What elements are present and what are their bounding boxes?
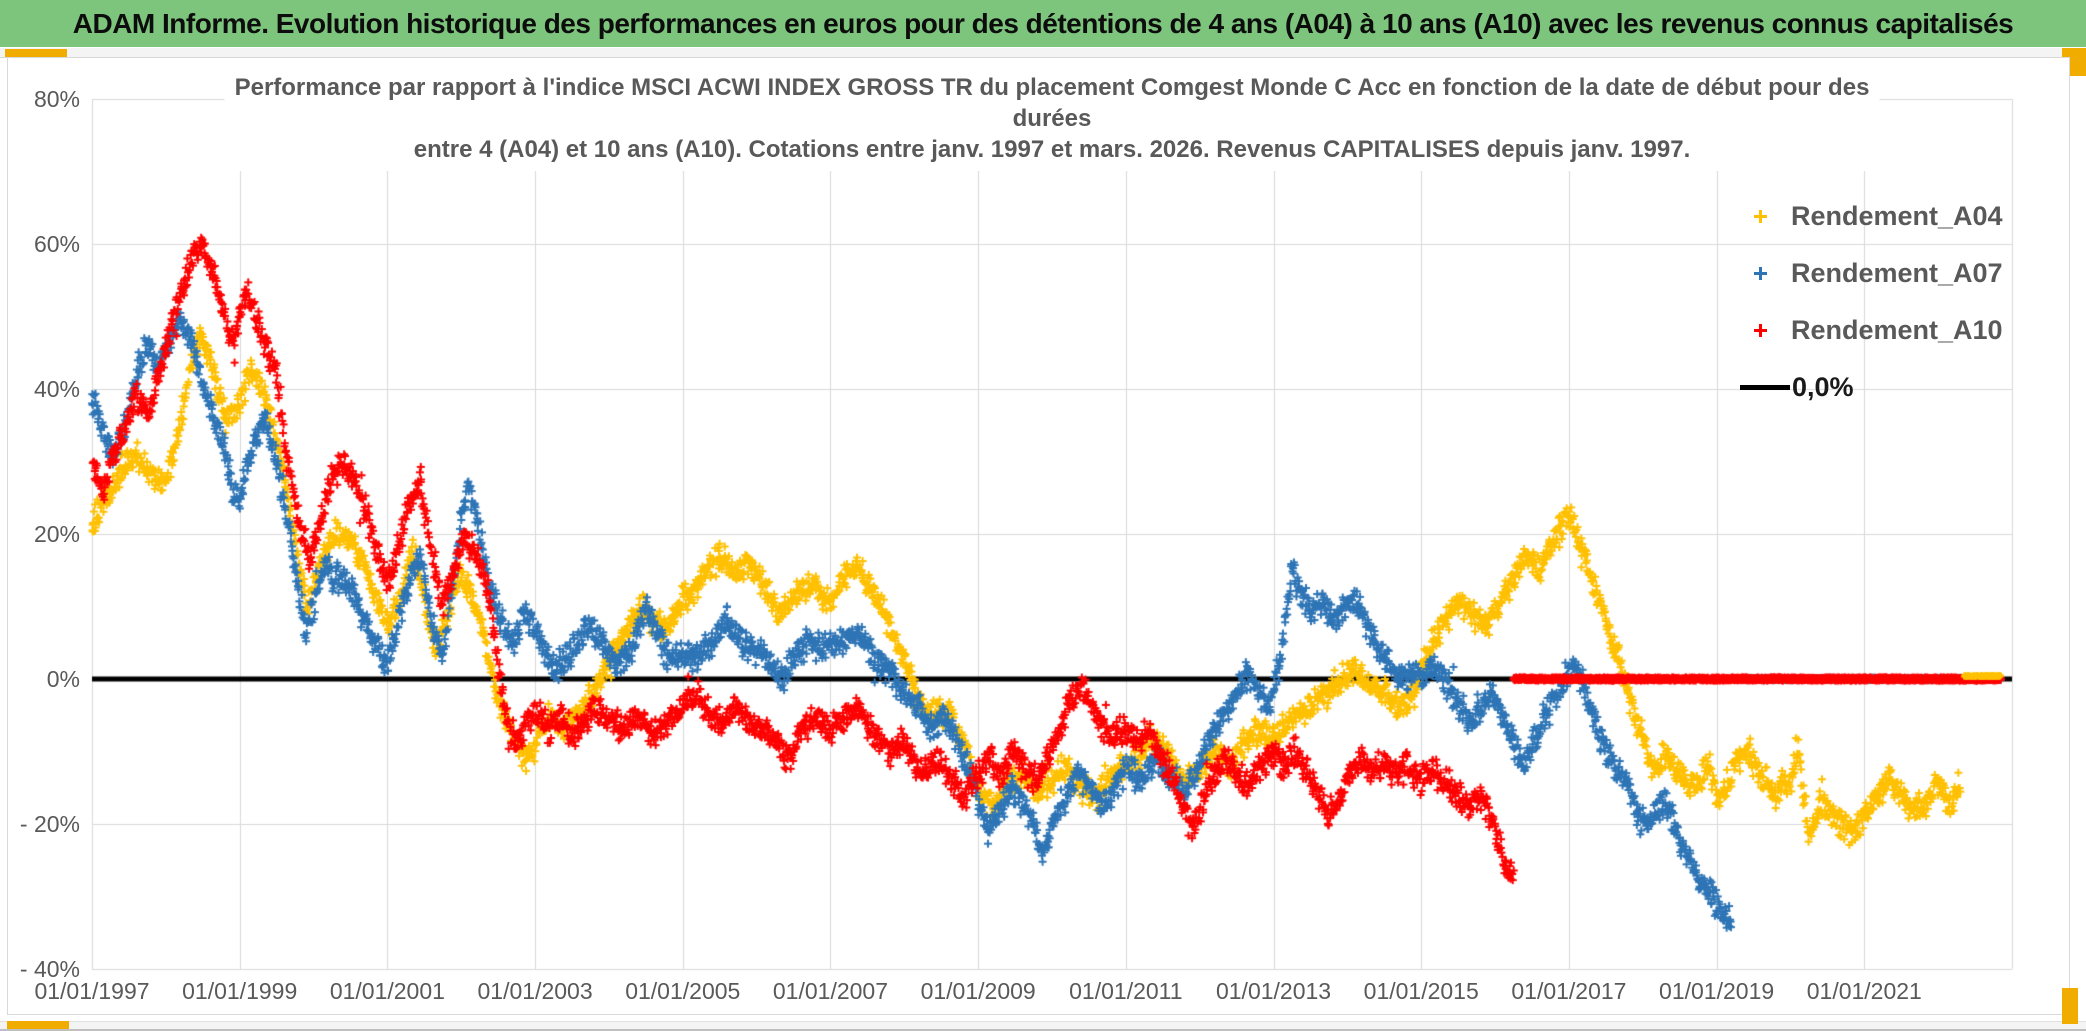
plus-icon [1754,209,1767,223]
x-tick-label: 01/01/2009 [920,978,1036,1004]
x-tick-label: 01/01/1999 [182,978,298,1004]
x-tick-label: 01/01/2015 [1363,978,1479,1004]
y-tick-label: 0% [46,666,80,692]
legend-label: Rendement_A04 [1791,200,2003,231]
y-tick-label: 80% [33,86,80,112]
legend-label: Rendement_A10 [1791,314,2003,345]
x-tick-label: 01/01/2001 [329,978,445,1004]
plus-icon [1754,323,1767,337]
legend-item-zero-line[interactable]: 0,0% [1740,367,2003,407]
y-tick-label: 60% [33,231,80,257]
plus-icon [1754,266,1767,280]
x-tick-label: 01/01/2019 [1659,978,1775,1004]
bottom-scroll-thumb[interactable] [7,1021,69,1029]
chart-title-line-2: durées [1012,105,1092,132]
y-tick-label: - 40% [19,956,80,982]
bottom-scroll-strip [0,1021,2086,1030]
legend-label: 0,0% [1792,371,1854,402]
legend-label: Rendement_A07 [1791,257,2003,288]
x-tick-label: 01/01/2005 [625,978,741,1004]
x-tick-label: 01/01/2013 [1215,978,1332,1004]
x-tick-label: 01/01/2007 [772,978,889,1004]
y-tick-label: - 20% [19,811,80,837]
x-tick-label: 01/01/2017 [1511,978,1627,1004]
legend-item[interactable]: Rendement_A10 [1740,310,2003,350]
bottom-right-gold-corner [2062,988,2078,1024]
page-bottom-edge [0,1029,2086,1031]
y-tick-label: 20% [33,521,80,547]
legend-item[interactable]: Rendement_A04 [1740,196,2003,236]
zero-line-swatch-icon [1740,384,1790,390]
x-tick-label: 01/01/2021 [1806,978,1922,1004]
chart-title-line-1: Performance par rapport à l'indice MSCI … [234,74,1870,101]
chart-title-line-3: entre 4 (A04) et 10 ans (A10). Cotations… [413,136,1691,163]
legend: Rendement_A04 Rendement_A07 Rendement_A10 0… [1740,196,2003,424]
y-tick-label: 40% [33,376,80,402]
legend-item[interactable]: Rendement_A07 [1740,253,2003,293]
x-tick-label: 01/01/2003 [477,978,593,1004]
x-tick-label: 01/01/1997 [34,978,150,1004]
x-tick-label: 01/01/2011 [1069,978,1183,1004]
chart-title: Performance par rapport à l'indice MSCI … [224,70,1880,171]
